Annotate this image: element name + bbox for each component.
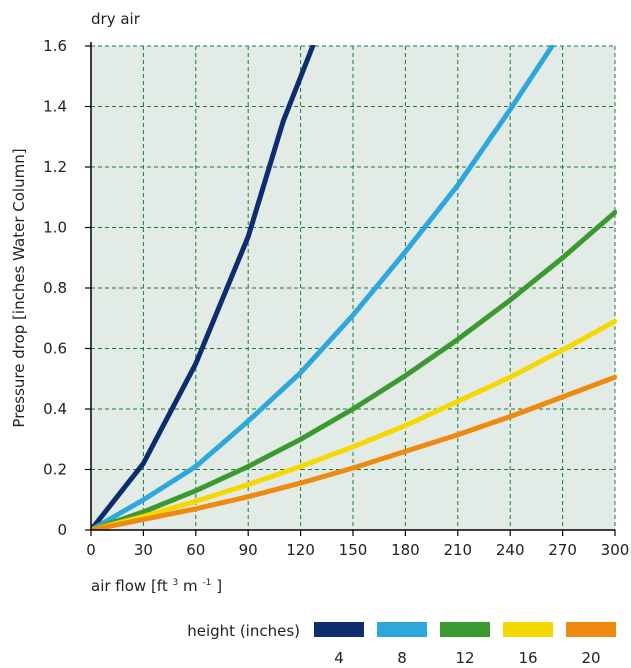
legend-swatch-12: [440, 622, 490, 637]
y-tick-label: 0: [57, 521, 67, 539]
x-tick-label: 60: [186, 541, 205, 559]
x-tick-label: 180: [391, 541, 420, 559]
x-tick-label: 210: [443, 541, 472, 559]
x-tick-label: 90: [239, 541, 258, 559]
y-tick-label: 1.2: [43, 158, 67, 176]
legend-label-4: 4: [334, 649, 344, 667]
legend-label-8: 8: [397, 649, 407, 667]
x-tick-label: 270: [548, 541, 577, 559]
y-tick-label: 0.4: [43, 400, 67, 418]
x-axis-label-part2: m: [183, 577, 198, 595]
x-axis-label-part1: air flow [ft: [91, 577, 168, 595]
series-line-4: [91, 45, 316, 530]
y-tick-label: 0.2: [43, 461, 67, 479]
y-tick-label: 0.6: [43, 340, 67, 358]
x-axis-label-part3: ]: [216, 577, 222, 595]
legend-label-16: 16: [518, 649, 537, 667]
legend: 4 8 12 16 20: [314, 622, 616, 667]
series-line-12: [91, 209, 617, 530]
legend-swatch-4: [314, 622, 364, 637]
series-line-16: [91, 318, 617, 530]
x-tick-label: 120: [286, 541, 315, 559]
legend-title: height (inches): [187, 622, 300, 640]
x-tick-label: 300: [601, 541, 630, 559]
y-tick-label: 1.6: [43, 37, 67, 55]
x-tick-label: 0: [86, 541, 96, 559]
y-axis-label: Pressure drop [inches Water Column]: [10, 148, 28, 427]
legend-label-20: 20: [581, 649, 600, 667]
legend-swatch-16: [503, 622, 553, 637]
legend-swatch-20: [566, 622, 616, 637]
x-tick-label: 150: [339, 541, 368, 559]
x-axis-label-sup2: -1: [202, 578, 211, 588]
series-line-8: [91, 45, 555, 530]
legend-label-12: 12: [455, 649, 474, 667]
legend-swatch-8: [377, 622, 427, 637]
y-tick-label: 1.4: [43, 98, 67, 116]
y-tick-label: 0.8: [43, 279, 67, 297]
x-tick-label: 30: [134, 541, 153, 559]
x-tick-label: 240: [496, 541, 525, 559]
axes: 0 30 60 90 120 150 180 210 240 270 300 0 0.2 0.4 0.6 0.…: [43, 37, 629, 559]
series-lines: [91, 45, 617, 530]
chart-title: dry air: [91, 10, 141, 28]
y-tick-label: 1.0: [43, 219, 67, 237]
series-line-20: [91, 374, 617, 530]
x-axis-label-sup1: 3: [173, 578, 179, 588]
x-axis-label: air flow [ft 3 m -1 ]: [91, 571, 222, 595]
